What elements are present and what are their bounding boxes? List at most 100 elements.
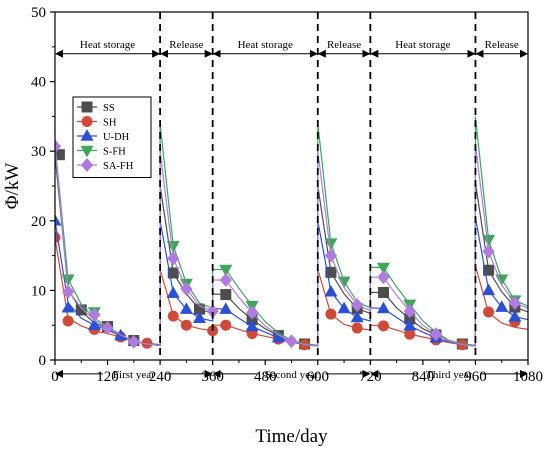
x-tick-label: 600	[307, 369, 330, 385]
legend-marker-sh	[81, 116, 93, 128]
point-s-fh	[166, 241, 180, 253]
phase-annotations: Heat storage Release Heat storage Release He…	[55, 39, 528, 381]
point-u-dh	[179, 302, 193, 314]
year-label-bg	[102, 365, 165, 380]
point-sa-fh	[167, 251, 180, 266]
point-sa-fh	[55, 139, 62, 154]
y-tick-label: 30	[31, 144, 46, 160]
legend-label-s-fh: S-FH	[103, 147, 126, 158]
axes: 0 120 240 360 480 600 720 840 960 1080 0 10 20 30 40 50	[31, 5, 543, 385]
x-tick-label: 720	[359, 369, 382, 385]
point-sa-fh	[245, 305, 259, 320]
point-ss	[377, 286, 389, 298]
point-u-dh	[376, 301, 390, 314]
point-sh	[325, 308, 337, 320]
y-axis-title: Φ/kW	[2, 163, 23, 210]
point-sa-fh	[219, 273, 232, 287]
point-s-fh	[482, 234, 496, 247]
series-line-ss	[55, 154, 528, 347]
point-u-dh	[482, 283, 496, 296]
point-u-dh	[245, 319, 259, 332]
x-tick-label: 0	[51, 369, 59, 385]
point-sh	[62, 315, 74, 327]
x-tick-label: 360	[201, 369, 224, 385]
point-sh	[351, 322, 363, 334]
legend-label-sa-fh: SA-FH	[103, 161, 134, 172]
legend-label-u-dh: U-DH	[103, 132, 130, 143]
legend-marker-s-fh	[80, 145, 94, 158]
phase-label: Release	[327, 39, 361, 51]
point-u-dh	[87, 318, 101, 330]
point-sa-fh	[127, 334, 140, 349]
y-tick-label: 40	[31, 75, 46, 91]
series-line-sa-fh	[55, 144, 528, 347]
x-tick-label: 120	[96, 369, 119, 385]
year-label: First year	[113, 369, 155, 381]
point-ss	[220, 289, 232, 301]
point-s-fh	[219, 264, 233, 277]
x-tick-label: 480	[254, 369, 277, 385]
point-sa-fh	[285, 334, 298, 349]
point-u-dh	[337, 301, 351, 314]
year-label-bg	[257, 365, 326, 380]
point-sh	[377, 320, 389, 332]
phase-dividers	[159, 12, 477, 360]
x-tick-label: 1080	[513, 369, 543, 385]
point-sh	[220, 319, 232, 331]
point-s-fh	[61, 274, 75, 287]
legend-label-sh: SH	[103, 118, 117, 129]
y-tick-label: 20	[31, 214, 46, 230]
x-tick-label: 240	[149, 369, 172, 385]
legend-marker-u-dh	[80, 129, 94, 141]
point-sa-fh	[482, 244, 495, 259]
series-sa-fh	[55, 139, 528, 349]
point-sa-fh	[324, 248, 338, 263]
point-u-dh	[55, 213, 62, 226]
y-tick-label: 10	[31, 283, 46, 299]
series-line-u-dh	[55, 217, 528, 347]
year-label-bg	[418, 365, 481, 380]
series-u-dh	[55, 213, 528, 347]
x-tick-label: 840	[412, 369, 435, 385]
series-line-sh	[55, 238, 528, 347]
phase-label: Heat storage	[238, 39, 293, 51]
phase-label: Heat storage	[395, 39, 450, 51]
point-sa-fh	[403, 304, 416, 319]
point-sh	[180, 319, 192, 331]
point-s-fh	[376, 262, 390, 275]
point-sa-fh	[351, 298, 364, 312]
point-sh	[483, 306, 495, 318]
point-sa-fh	[88, 307, 101, 322]
point-sa-fh	[180, 282, 193, 296]
point-u-dh	[324, 284, 338, 297]
phase-label: Heat storage	[80, 39, 135, 51]
phase-label: Release	[485, 39, 519, 51]
x-axis-title: Time/day	[255, 426, 328, 447]
y-tick-label: 0	[39, 353, 47, 369]
point-sa-fh	[101, 321, 114, 335]
legend-marker-sa-fh	[80, 158, 94, 172]
point-ss	[167, 267, 179, 279]
point-ss	[483, 264, 495, 276]
point-u-dh	[193, 311, 207, 323]
point-ss	[325, 266, 337, 278]
series-layer	[55, 116, 528, 351]
year-label: Third year	[426, 369, 472, 381]
phase-label: Release	[169, 39, 203, 51]
point-sh	[167, 310, 179, 322]
y-tick-label: 50	[31, 5, 46, 21]
point-u-dh	[403, 319, 417, 331]
legend-marker-ss	[81, 101, 93, 113]
plot-frame	[54, 11, 529, 361]
point-u-dh	[508, 309, 522, 322]
point-s-fh	[324, 238, 338, 250]
point-sa-fh	[508, 295, 521, 310]
point-u-dh	[219, 302, 233, 314]
point-sa-fh	[377, 270, 390, 285]
point-u-dh	[495, 300, 509, 312]
point-u-dh	[61, 300, 75, 313]
point-u-dh	[166, 286, 180, 298]
year-label: Second year	[264, 369, 318, 381]
point-ss	[55, 149, 65, 161]
